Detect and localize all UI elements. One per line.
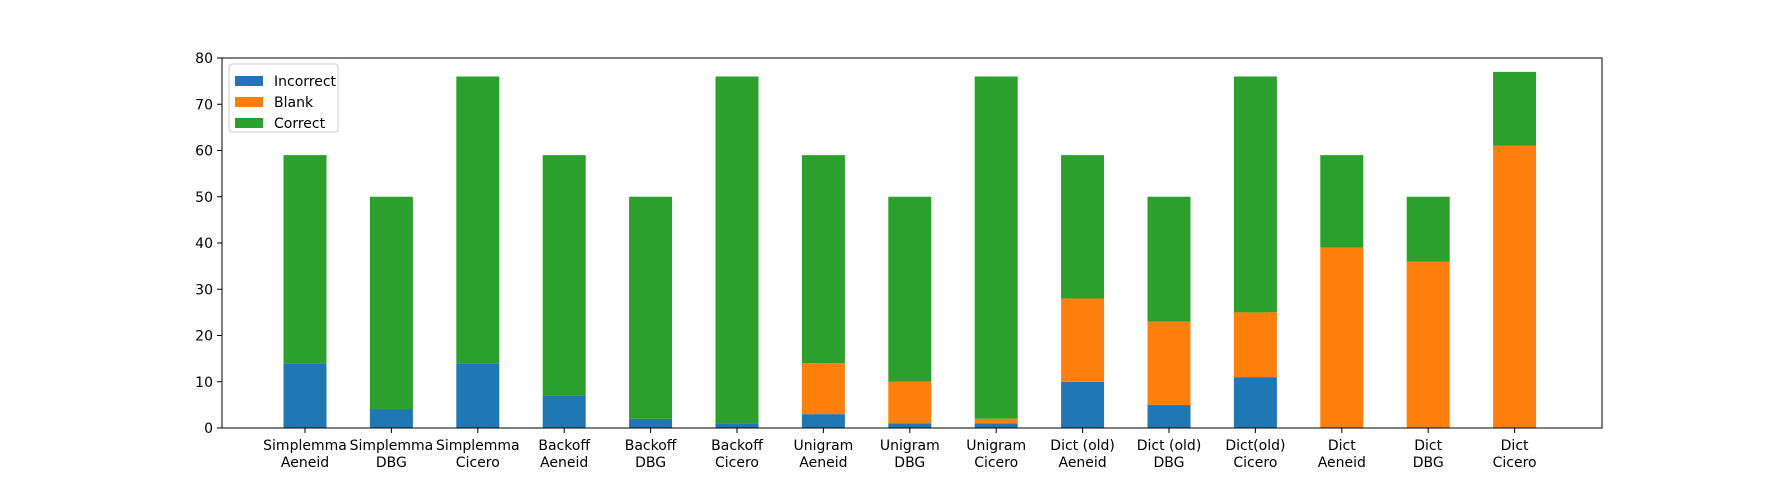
bar-correct-3 bbox=[542, 155, 586, 396]
y-tick-label: 60 bbox=[195, 144, 213, 160]
bar-blank-14 bbox=[1493, 145, 1537, 429]
bar-incorrect-0 bbox=[283, 363, 327, 428]
bar-correct-1 bbox=[369, 196, 413, 410]
bar-correct-0 bbox=[283, 155, 327, 364]
x-tick-label: Dict Cicero bbox=[1493, 438, 1537, 471]
legend-swatch-correct bbox=[235, 118, 263, 128]
y-tick-label: 70 bbox=[195, 97, 213, 113]
legend-label-blank: Blank bbox=[274, 95, 314, 111]
bar-incorrect-9 bbox=[1061, 381, 1105, 428]
y-tick-label: 30 bbox=[195, 282, 213, 298]
x-tick-label: Dict (old) Aeneid bbox=[1050, 438, 1115, 471]
x-tick-label: Unigram DBG bbox=[880, 438, 940, 471]
y-tick-label: 10 bbox=[195, 375, 213, 391]
bar-incorrect-10 bbox=[1147, 404, 1191, 429]
x-tick-label: Unigram Cicero bbox=[966, 438, 1026, 471]
x-tick-label: Simplemma Aeneid bbox=[263, 438, 347, 471]
bar-correct-10 bbox=[1147, 196, 1191, 322]
bar-blank-12 bbox=[1320, 247, 1364, 429]
bar-incorrect-7 bbox=[888, 423, 932, 429]
bars-layer bbox=[283, 71, 1537, 429]
x-tick-label: Simplemma Cicero bbox=[436, 438, 520, 471]
legend: Incorrect Blank Correct bbox=[228, 63, 339, 133]
x-tick-label: Dict(old) Cicero bbox=[1225, 438, 1285, 471]
y-tick-label: 80 bbox=[195, 51, 213, 67]
bar-correct-4 bbox=[629, 196, 673, 419]
x-tick-label: Unigram Aeneid bbox=[793, 438, 853, 471]
x-tick-label: Simplemma DBG bbox=[350, 438, 434, 471]
bar-correct-11 bbox=[1233, 76, 1277, 313]
legend-swatch-blank bbox=[235, 97, 263, 107]
bar-correct-6 bbox=[801, 155, 845, 364]
bar-blank-6 bbox=[801, 363, 845, 415]
legend-label-incorrect: Incorrect bbox=[274, 74, 337, 90]
bar-incorrect-4 bbox=[629, 418, 673, 428]
bar-correct-14 bbox=[1493, 71, 1537, 146]
bar-incorrect-3 bbox=[542, 395, 586, 429]
bar-incorrect-2 bbox=[456, 363, 500, 428]
bar-incorrect-11 bbox=[1233, 377, 1277, 429]
bar-correct-7 bbox=[888, 196, 932, 382]
x-tick-label: Dict (old) DBG bbox=[1137, 438, 1202, 471]
y-tick-label: 50 bbox=[195, 190, 213, 206]
bar-blank-9 bbox=[1061, 298, 1105, 382]
x-tick-label: Backoff Cicero bbox=[711, 438, 763, 471]
x-tick-label: Dict DBG bbox=[1413, 438, 1444, 471]
bar-correct-2 bbox=[456, 76, 500, 364]
y-tick-label: 40 bbox=[195, 236, 213, 252]
bar-blank-10 bbox=[1147, 321, 1191, 405]
bar-correct-8 bbox=[974, 76, 1018, 419]
y-tick-label: 0 bbox=[204, 421, 213, 437]
bar-incorrect-6 bbox=[801, 414, 845, 429]
legend-swatch-incorrect bbox=[235, 76, 263, 86]
bar-blank-11 bbox=[1233, 312, 1277, 378]
bar-blank-8 bbox=[974, 418, 1018, 424]
bar-incorrect-5 bbox=[715, 423, 759, 429]
x-tick-label: Backoff Aeneid bbox=[538, 438, 590, 471]
bar-correct-5 bbox=[715, 76, 759, 424]
bar-incorrect-8 bbox=[974, 423, 1018, 429]
bar-incorrect-1 bbox=[369, 409, 413, 428]
bar-blank-13 bbox=[1406, 261, 1450, 428]
bar-correct-13 bbox=[1406, 196, 1450, 262]
bar-correct-12 bbox=[1320, 155, 1364, 248]
y-tick-label: 20 bbox=[195, 329, 213, 345]
x-tick-label: Backoff DBG bbox=[625, 438, 677, 471]
bar-blank-7 bbox=[888, 381, 932, 424]
legend-label-correct: Correct bbox=[274, 116, 326, 132]
y-axis: 0 10 20 30 40 50 60 70 80 bbox=[195, 51, 222, 437]
x-tick-label: Dict Aeneid bbox=[1318, 438, 1366, 471]
bar-correct-9 bbox=[1061, 155, 1105, 299]
